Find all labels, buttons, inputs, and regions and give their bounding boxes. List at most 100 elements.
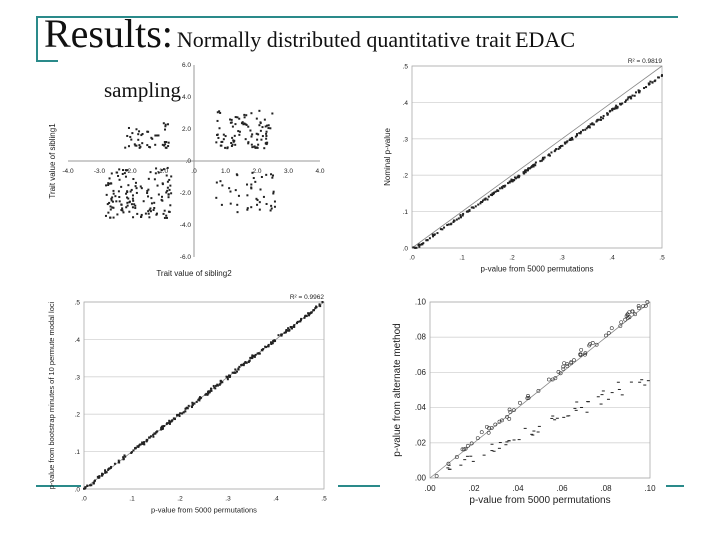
data-point [114, 195, 117, 198]
data-point [248, 359, 251, 362]
data-point [180, 412, 183, 415]
data-point-circle [623, 317, 628, 322]
data-point [204, 393, 207, 396]
x-tick-label: 1.0 [221, 168, 230, 175]
data-point [151, 137, 154, 140]
data-point [526, 169, 529, 172]
data-point [117, 174, 120, 177]
data-point [543, 156, 546, 159]
data-point-circle [558, 371, 563, 376]
y-axis-label: Trait value of sibling1 [48, 123, 57, 199]
data-point [257, 133, 260, 136]
x-tick-label: .1 [129, 496, 135, 503]
data-point [255, 132, 258, 135]
data-point [153, 206, 156, 209]
data-point [110, 197, 113, 200]
data-point [104, 214, 107, 217]
data-point [270, 341, 273, 344]
data-point [191, 403, 194, 406]
data-point [168, 188, 171, 191]
data-point [271, 341, 274, 344]
data-point [459, 214, 462, 217]
data-point [441, 228, 444, 231]
data-point [219, 180, 222, 183]
data-point [284, 331, 287, 334]
data-point [128, 210, 131, 213]
data-point [443, 226, 446, 229]
data-point [157, 193, 160, 196]
data-point [207, 392, 210, 395]
data-point [267, 127, 270, 130]
x-tick-label: -3.0 [94, 168, 106, 175]
y-tick-label: .08 [415, 333, 427, 342]
data-point [144, 212, 147, 215]
data-point [648, 83, 651, 86]
data-point [168, 178, 171, 181]
data-point [193, 402, 196, 405]
data-point [155, 212, 158, 215]
data-point [117, 190, 120, 193]
data-point [253, 145, 256, 148]
data-point [254, 353, 257, 356]
data-point [148, 208, 151, 211]
data-point-circle [633, 312, 637, 317]
data-point [135, 144, 138, 147]
x-tick-label: .10 [644, 484, 656, 493]
data-point [109, 466, 112, 469]
data-point [304, 315, 307, 318]
data-point [272, 190, 275, 193]
data-point [614, 106, 617, 109]
data-point [141, 442, 144, 445]
data-point [108, 467, 111, 470]
data-point [630, 97, 633, 100]
data-point [265, 130, 268, 133]
data-point [163, 144, 166, 147]
data-point [231, 136, 234, 139]
data-point [164, 125, 167, 128]
data-point [90, 484, 93, 487]
data-point [608, 110, 611, 113]
data-point [260, 138, 263, 141]
data-point [109, 182, 112, 185]
data-point [108, 177, 111, 180]
data-point-circle [579, 347, 584, 352]
data-point [240, 363, 243, 366]
data-point [457, 217, 460, 220]
data-point-circle [466, 443, 470, 448]
data-point [163, 141, 166, 144]
data-point [418, 243, 421, 246]
data-point [422, 242, 425, 245]
data-point [263, 118, 266, 121]
data-point [210, 387, 213, 390]
data-point [447, 223, 450, 226]
data-point [547, 154, 550, 157]
data-point [150, 202, 153, 205]
data-point [517, 175, 520, 178]
x-tick-label: .3 [225, 496, 231, 503]
data-point [234, 143, 237, 146]
x-tick-label: .00 [424, 484, 436, 493]
sampling-label: sampling [104, 78, 181, 102]
data-point [130, 203, 133, 206]
data-point [167, 145, 170, 148]
y-tick-label: .1 [403, 209, 409, 216]
data-point [250, 183, 253, 186]
data-point [270, 343, 273, 346]
data-point [226, 376, 229, 379]
data-point [139, 443, 142, 446]
data-point [242, 363, 245, 366]
x-tick-label: .1 [459, 255, 465, 262]
data-point [660, 74, 663, 77]
data-point [290, 327, 293, 330]
data-point [254, 180, 257, 183]
data-point [250, 206, 253, 209]
data-point [86, 485, 89, 488]
data-point [487, 195, 490, 198]
data-point [161, 425, 164, 428]
data-point [462, 212, 465, 215]
data-point [231, 125, 234, 128]
data-point [137, 133, 140, 136]
data-point [293, 324, 296, 327]
data-point [244, 123, 247, 126]
data-point [207, 390, 210, 393]
